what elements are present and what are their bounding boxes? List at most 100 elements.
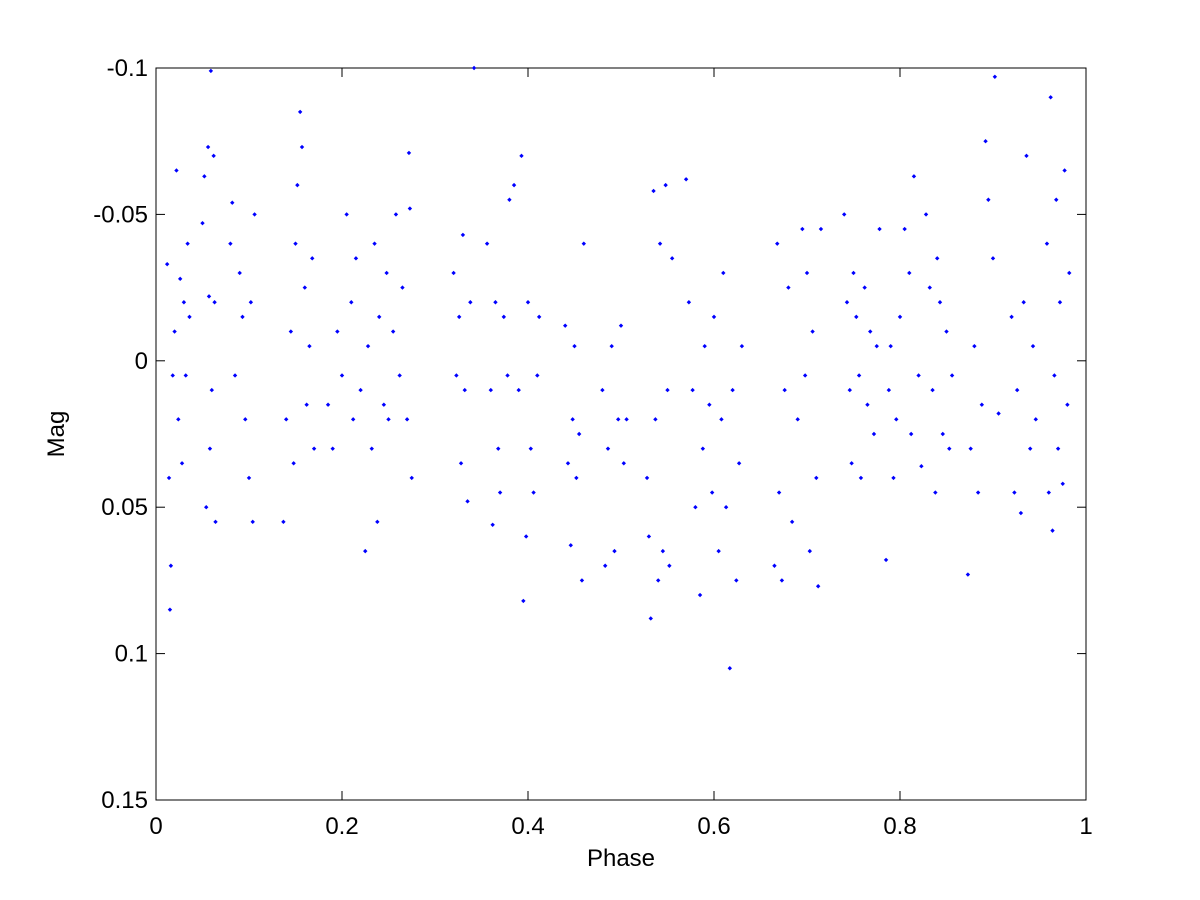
point xyxy=(307,343,312,349)
point xyxy=(886,387,892,393)
point xyxy=(810,329,815,334)
point xyxy=(653,417,658,422)
point xyxy=(200,220,205,226)
point xyxy=(310,256,315,261)
point xyxy=(206,294,212,299)
plot-area xyxy=(155,67,1087,801)
point xyxy=(166,475,172,481)
point xyxy=(919,464,924,469)
point xyxy=(683,177,689,182)
point xyxy=(209,387,214,393)
point xyxy=(818,226,824,232)
point xyxy=(579,578,585,583)
x-tick-label: 1 xyxy=(1079,813,1092,840)
point xyxy=(535,373,540,378)
y-tick-label: 0.15 xyxy=(101,787,148,814)
point xyxy=(775,241,780,246)
point xyxy=(377,314,382,320)
point xyxy=(802,373,808,378)
y-tick-label: -0.1 xyxy=(107,55,148,82)
point xyxy=(460,232,466,238)
point xyxy=(1009,314,1014,320)
point xyxy=(375,519,380,525)
point xyxy=(1054,197,1059,202)
point xyxy=(815,584,821,589)
point xyxy=(667,563,672,568)
point xyxy=(185,241,190,246)
point xyxy=(609,343,614,349)
point xyxy=(393,212,399,217)
point xyxy=(471,65,477,71)
point xyxy=(465,499,470,504)
point xyxy=(170,373,175,378)
point xyxy=(330,446,335,451)
point xyxy=(304,402,309,407)
point xyxy=(570,417,575,422)
point xyxy=(804,270,810,276)
point xyxy=(187,314,192,320)
point xyxy=(484,241,490,246)
point xyxy=(1012,490,1017,495)
point xyxy=(986,197,991,202)
point xyxy=(1062,168,1067,173)
y-tick-label: -0.05 xyxy=(93,201,148,228)
point xyxy=(288,329,294,334)
point xyxy=(902,226,907,232)
point xyxy=(657,241,663,246)
point xyxy=(302,285,307,290)
point xyxy=(335,329,340,334)
point xyxy=(456,314,462,320)
point xyxy=(1067,270,1072,276)
point xyxy=(386,417,391,422)
point xyxy=(521,598,526,604)
point xyxy=(795,417,800,422)
point xyxy=(516,387,521,393)
point xyxy=(1030,343,1036,349)
point xyxy=(1044,241,1050,246)
point xyxy=(531,490,536,495)
point xyxy=(507,197,512,202)
point xyxy=(574,475,579,481)
point xyxy=(990,256,996,261)
point xyxy=(719,417,724,422)
point xyxy=(874,343,879,349)
point xyxy=(208,68,214,74)
point xyxy=(616,417,621,422)
point xyxy=(800,226,805,232)
point xyxy=(789,519,795,525)
point xyxy=(213,519,218,525)
point xyxy=(523,534,529,539)
x-tick-label: 0.2 xyxy=(325,813,358,840)
point xyxy=(739,343,745,349)
point xyxy=(975,490,981,495)
point xyxy=(844,300,850,305)
y-tick-label: 0 xyxy=(135,348,148,375)
point xyxy=(908,431,914,437)
point xyxy=(907,270,912,276)
point xyxy=(372,241,377,246)
point xyxy=(230,200,235,205)
point xyxy=(458,461,464,466)
point xyxy=(339,373,345,378)
point xyxy=(462,387,467,393)
point xyxy=(851,270,856,276)
point xyxy=(847,387,852,393)
point xyxy=(240,314,245,320)
point xyxy=(381,402,387,407)
point xyxy=(723,505,729,510)
point xyxy=(454,373,459,378)
point xyxy=(618,323,624,328)
point xyxy=(716,548,721,554)
point xyxy=(246,475,252,481)
point xyxy=(237,270,242,276)
point xyxy=(350,417,356,422)
point xyxy=(916,373,921,378)
point xyxy=(496,446,501,451)
point xyxy=(651,188,656,194)
point xyxy=(228,241,233,246)
point xyxy=(656,578,661,583)
point xyxy=(992,74,998,79)
point xyxy=(365,343,371,349)
point xyxy=(179,461,185,466)
